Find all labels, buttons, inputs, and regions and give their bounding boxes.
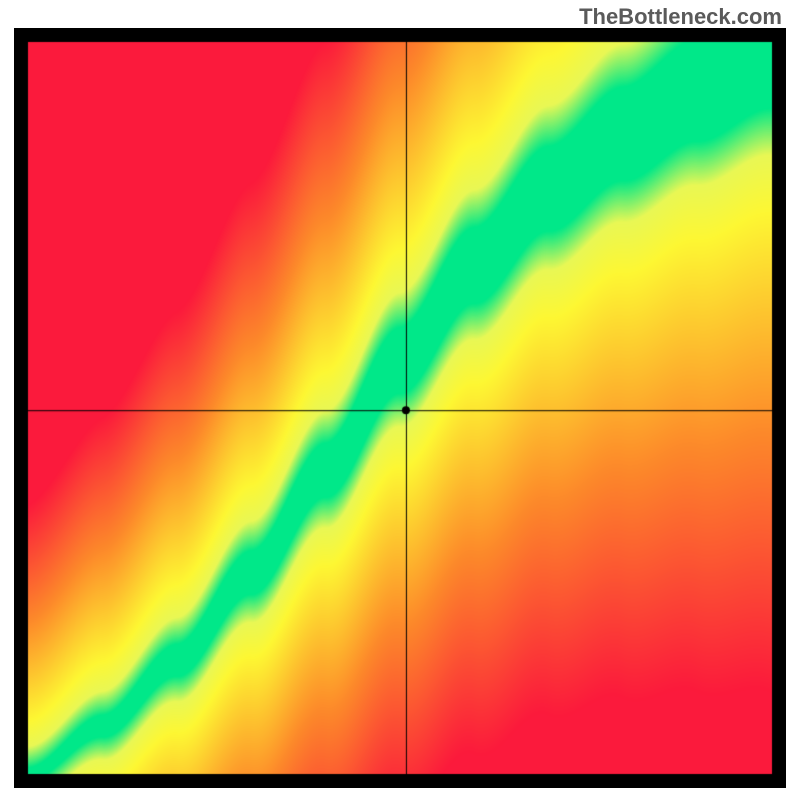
heatmap-canvas xyxy=(14,28,786,788)
watermark-text: TheBottleneck.com xyxy=(579,4,782,30)
bottleneck-heatmap xyxy=(14,28,786,788)
